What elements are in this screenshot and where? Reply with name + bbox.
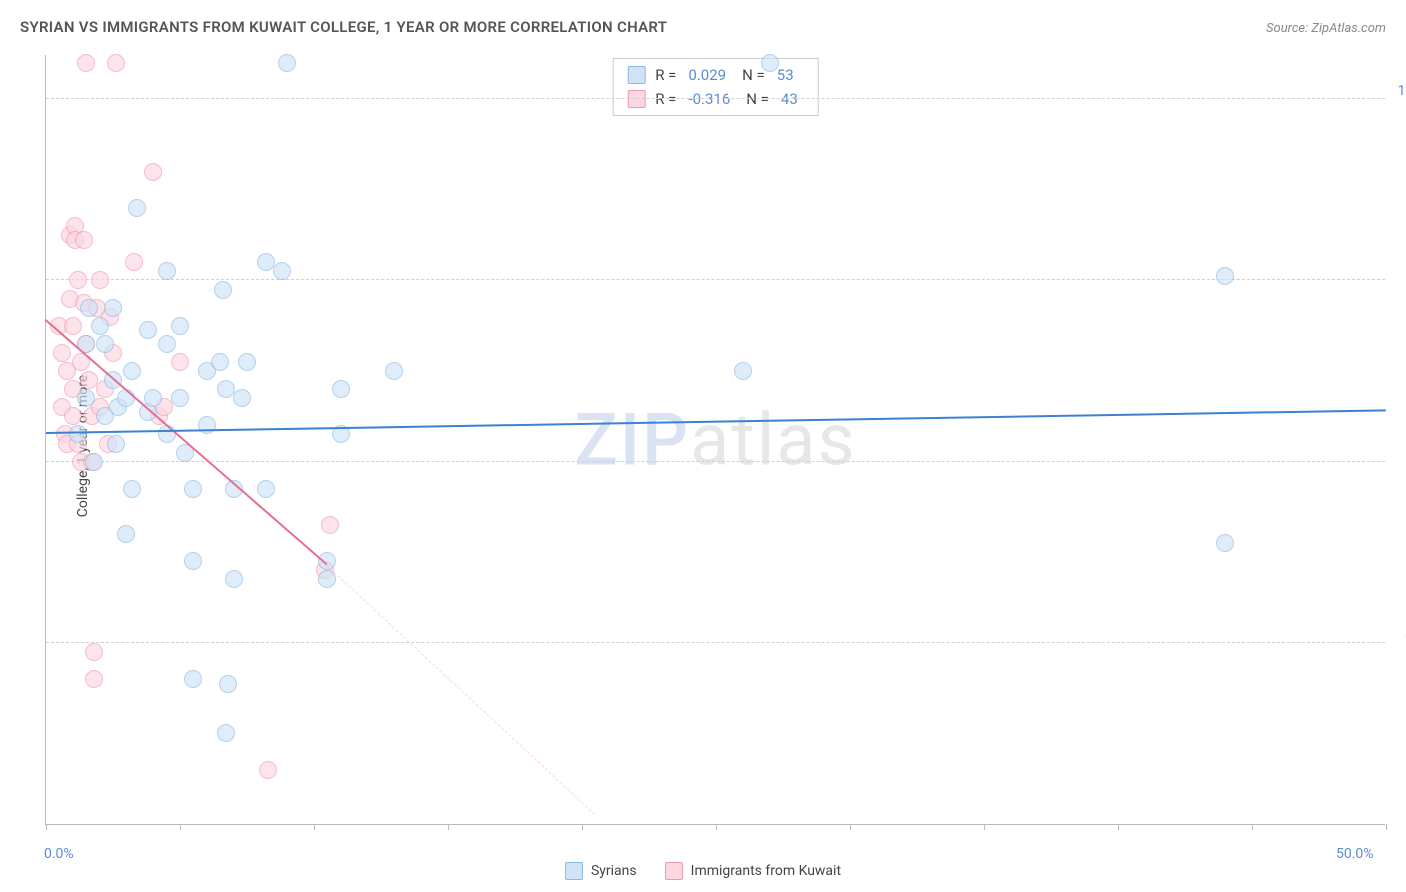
- swatch-kuwait: [665, 862, 683, 880]
- data-point: [158, 425, 176, 443]
- data-point: [273, 262, 291, 280]
- x-tick: [1118, 824, 1119, 830]
- data-point: [69, 271, 87, 289]
- x-tick: [314, 824, 315, 830]
- data-point: [1216, 267, 1234, 285]
- data-point: [171, 317, 189, 335]
- data-point: [158, 262, 176, 280]
- data-point: [761, 54, 779, 72]
- x-tick: [46, 824, 47, 830]
- data-point: [91, 271, 109, 289]
- x-tick: [850, 824, 851, 830]
- data-point: [158, 335, 176, 353]
- data-point: [91, 317, 109, 335]
- data-point: [211, 353, 229, 371]
- swatch-syrians: [627, 66, 645, 84]
- data-point: [107, 435, 125, 453]
- data-point: [171, 389, 189, 407]
- data-point: [184, 480, 202, 498]
- x-tick: [448, 824, 449, 830]
- data-point: [85, 643, 103, 661]
- trend-line: [327, 565, 596, 815]
- data-point: [107, 54, 125, 72]
- data-point: [233, 389, 251, 407]
- r-value-syrians: 0.029: [688, 63, 726, 87]
- x-tick: [1386, 824, 1387, 830]
- data-point: [385, 362, 403, 380]
- data-point: [198, 416, 216, 434]
- data-point: [257, 480, 275, 498]
- data-point: [278, 54, 296, 72]
- x-tick: [180, 824, 181, 830]
- data-point: [734, 362, 752, 380]
- data-point: [125, 253, 143, 271]
- legend-item-kuwait: Immigrants from Kuwait: [665, 862, 841, 880]
- data-point: [123, 480, 141, 498]
- swatch-syrians: [565, 862, 583, 880]
- data-point: [123, 362, 141, 380]
- x-tick-label: 0.0%: [44, 846, 74, 862]
- data-point: [1216, 534, 1234, 552]
- data-point: [96, 335, 114, 353]
- data-point: [184, 670, 202, 688]
- data-point: [77, 389, 95, 407]
- gridline: [46, 98, 1385, 99]
- legend-label-syrians: Syrians: [591, 863, 637, 879]
- data-point: [217, 724, 235, 742]
- data-point: [64, 317, 82, 335]
- data-point: [64, 407, 82, 425]
- data-point: [332, 380, 350, 398]
- plot-area: ZIPatlas R = 0.029 N = 53 R = -0.316 N =…: [45, 55, 1385, 825]
- data-point: [144, 389, 162, 407]
- source-label: Source: ZipAtlas.com: [1266, 21, 1386, 36]
- gridline: [46, 279, 1385, 280]
- x-tick: [716, 824, 717, 830]
- data-point: [104, 299, 122, 317]
- x-tick: [1252, 824, 1253, 830]
- x-tick: [984, 824, 985, 830]
- data-point: [144, 163, 162, 181]
- data-point: [259, 761, 277, 779]
- data-point: [80, 299, 98, 317]
- data-point: [238, 353, 256, 371]
- y-tick-label: 100.0%: [1391, 83, 1406, 99]
- legend-item-syrians: Syrians: [565, 862, 637, 880]
- gridline: [46, 461, 1385, 462]
- legend-correlation: R = 0.029 N = 53 R = -0.316 N = 43: [612, 58, 819, 116]
- watermark: ZIPatlas: [574, 397, 856, 482]
- chart-title: SYRIAN VS IMMIGRANTS FROM KUWAIT COLLEGE…: [20, 18, 667, 36]
- data-point: [171, 353, 189, 371]
- data-point: [184, 552, 202, 570]
- y-tick-label: 40.0%: [1391, 627, 1406, 643]
- data-point: [214, 281, 232, 299]
- legend-label-kuwait: Immigrants from Kuwait: [691, 863, 841, 879]
- legend-series: Syrians Immigrants from Kuwait: [565, 862, 841, 880]
- data-point: [75, 231, 93, 249]
- title-bar: SYRIAN VS IMMIGRANTS FROM KUWAIT COLLEGE…: [20, 18, 1386, 36]
- n-value-syrians: 53: [777, 63, 794, 87]
- data-point: [225, 570, 243, 588]
- data-point: [77, 54, 95, 72]
- y-tick-label: 60.0%: [1391, 446, 1406, 462]
- x-tick: [582, 824, 583, 830]
- data-point: [85, 670, 103, 688]
- data-point: [69, 425, 87, 443]
- gridline: [46, 642, 1385, 643]
- data-point: [85, 453, 103, 471]
- data-point: [219, 675, 237, 693]
- data-point: [128, 199, 146, 217]
- data-point: [139, 321, 157, 339]
- data-point: [117, 525, 135, 543]
- data-point: [321, 516, 339, 534]
- x-tick-label: 50.0%: [1336, 846, 1374, 862]
- trend-line: [46, 410, 1386, 435]
- data-point: [53, 344, 71, 362]
- y-tick-label: 80.0%: [1391, 264, 1406, 280]
